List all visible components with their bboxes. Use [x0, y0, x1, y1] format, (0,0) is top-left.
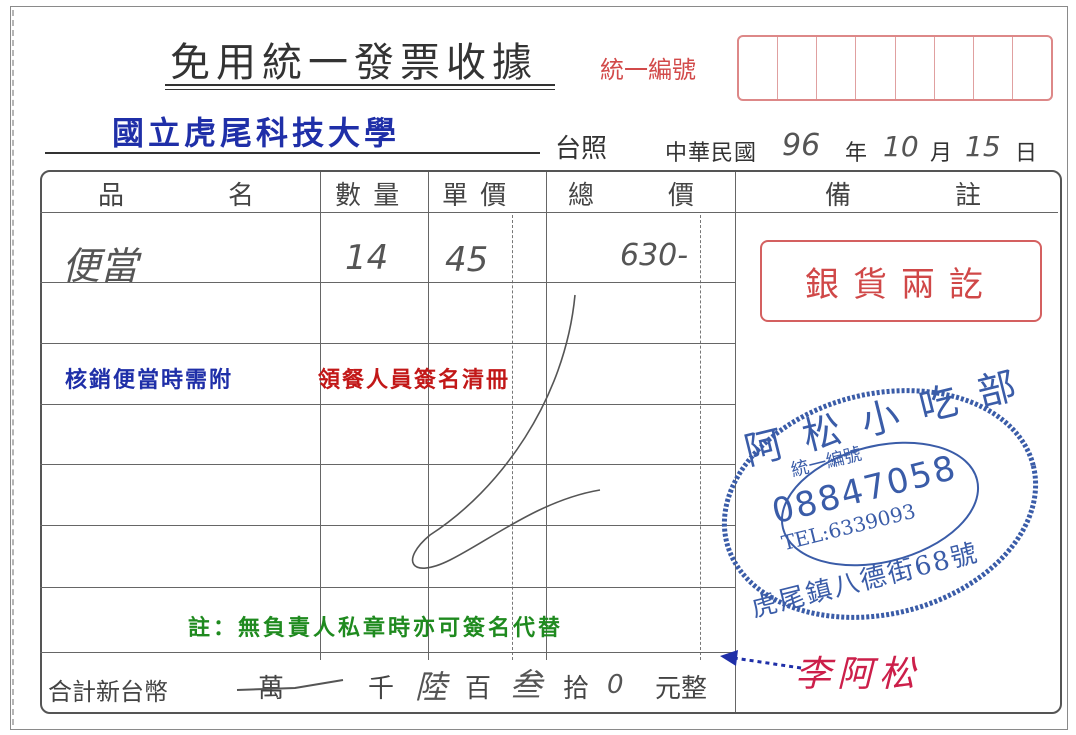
notice-blue: 核銷便當時需附: [65, 367, 234, 393]
row-divider: [40, 212, 1058, 213]
note-green: 註：無負責人私章時亦可簽名代替: [188, 615, 564, 641]
paid-stamp: 銀貨兩訖: [760, 240, 1042, 322]
owner-signature: 李阿松: [795, 654, 922, 695]
date-year-unit: 年: [845, 141, 868, 166]
row-price: 45: [445, 240, 489, 280]
shop-seal: [721, 388, 1039, 620]
col-divider: [735, 172, 736, 712]
header-remarks-1: 備: [825, 181, 854, 211]
sum-zero: 0: [607, 670, 624, 700]
header-item-2: 名: [228, 181, 257, 211]
wan-strike: [236, 679, 344, 691]
row-divider: [40, 587, 735, 588]
date-prefix: 中華民國: [665, 141, 758, 166]
sum-shi: 拾: [563, 674, 590, 704]
tax-id-label: 統一編號: [600, 56, 696, 84]
date-day: 15: [965, 130, 1001, 163]
receipt-table: [40, 170, 1062, 714]
date-month: 10: [883, 130, 919, 163]
total-decimal-divider: [700, 215, 701, 660]
col-divider: [546, 172, 547, 660]
row-divider: [40, 652, 735, 653]
title-underline: [165, 84, 555, 86]
perforation-line: [12, 10, 14, 725]
header-qty: 數 量: [335, 181, 402, 211]
row-divider: [40, 404, 735, 405]
header-total-1: 總: [568, 181, 597, 211]
col-divider: [320, 172, 321, 660]
header-item-1: 品: [98, 181, 127, 211]
buyer-name: 國立虎尾科技大學: [112, 114, 401, 152]
row-divider: [40, 525, 735, 526]
sum-san: 叁: [510, 666, 543, 704]
title-underline-thin: [165, 89, 555, 90]
sum-qian: 千: [368, 674, 395, 704]
price-decimal-divider: [512, 215, 513, 660]
arrow-icon: [720, 650, 802, 670]
date-month-unit: 月: [930, 141, 953, 166]
date-year: 96: [782, 128, 821, 163]
tax-id-boxes: [737, 35, 1053, 101]
receipt-title: 免用統一發票收據: [170, 40, 538, 86]
date-day-unit: 日: [1015, 141, 1038, 166]
row-item: 便當: [62, 244, 139, 288]
header-total-2: 價: [668, 181, 697, 211]
sum-label: 合計新台幣: [48, 678, 168, 706]
sum-bai: 百: [465, 674, 492, 704]
buyer-suffix: 台照: [555, 134, 608, 164]
row-divider: [40, 343, 735, 344]
row-total: 630-: [620, 238, 689, 273]
void-scribble: [411, 294, 601, 569]
sum-lu: 陸: [415, 668, 448, 706]
row-divider: [40, 464, 735, 465]
col-divider: [428, 172, 429, 660]
header-unit-price: 單 價: [442, 181, 509, 211]
sum-yuan: 元整: [655, 674, 708, 704]
notice-red: 領餐人員簽名清冊: [318, 367, 511, 393]
receipt-frame: [10, 6, 1068, 730]
row-qty: 14: [345, 238, 389, 278]
row-divider: [40, 282, 735, 283]
header-remarks-2: 註: [955, 181, 984, 211]
buyer-underline: [45, 152, 540, 154]
